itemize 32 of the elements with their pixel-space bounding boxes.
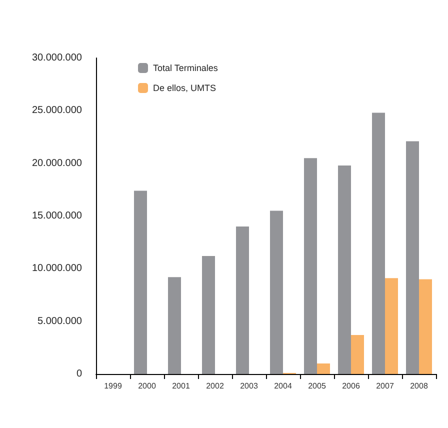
bar [168,277,181,374]
bar [134,190,147,374]
y-tick-label: 10.000.000 [32,263,82,274]
bar [338,165,351,374]
x-tick-label: 2000 [138,382,156,390]
bar [351,335,364,374]
x-tick-label: 2001 [172,382,190,390]
y-tick-label: 0 [76,368,82,380]
x-tick-label: 2004 [274,382,292,390]
bar [236,226,249,374]
bar [304,158,317,374]
x-tick-label: 2002 [206,382,224,390]
legend-label: Total Terminales [153,63,218,73]
x-tick-label: 2008 [410,382,428,390]
bar [385,278,398,374]
x-tick-label: 1999 [104,382,122,390]
x-tick-label: 2006 [342,382,360,390]
bar [419,279,432,374]
bar [202,256,215,374]
bar [317,363,330,374]
legend-label: De ellos, UMTS [153,83,216,93]
y-tick-label: 5.000.000 [38,316,82,327]
x-tick-label: 2007 [376,382,394,390]
bar [406,141,419,374]
x-tick-label: 2005 [308,382,326,390]
x-tick-label: 2003 [240,382,258,390]
y-tick-label: 30.000.000 [32,52,82,64]
y-tick-label: 20.000.000 [32,158,82,169]
bar [270,210,283,374]
bar [372,112,385,374]
y-tick-label: 25.000.000 [32,105,82,116]
y-tick-label: 15.000.000 [32,210,82,222]
